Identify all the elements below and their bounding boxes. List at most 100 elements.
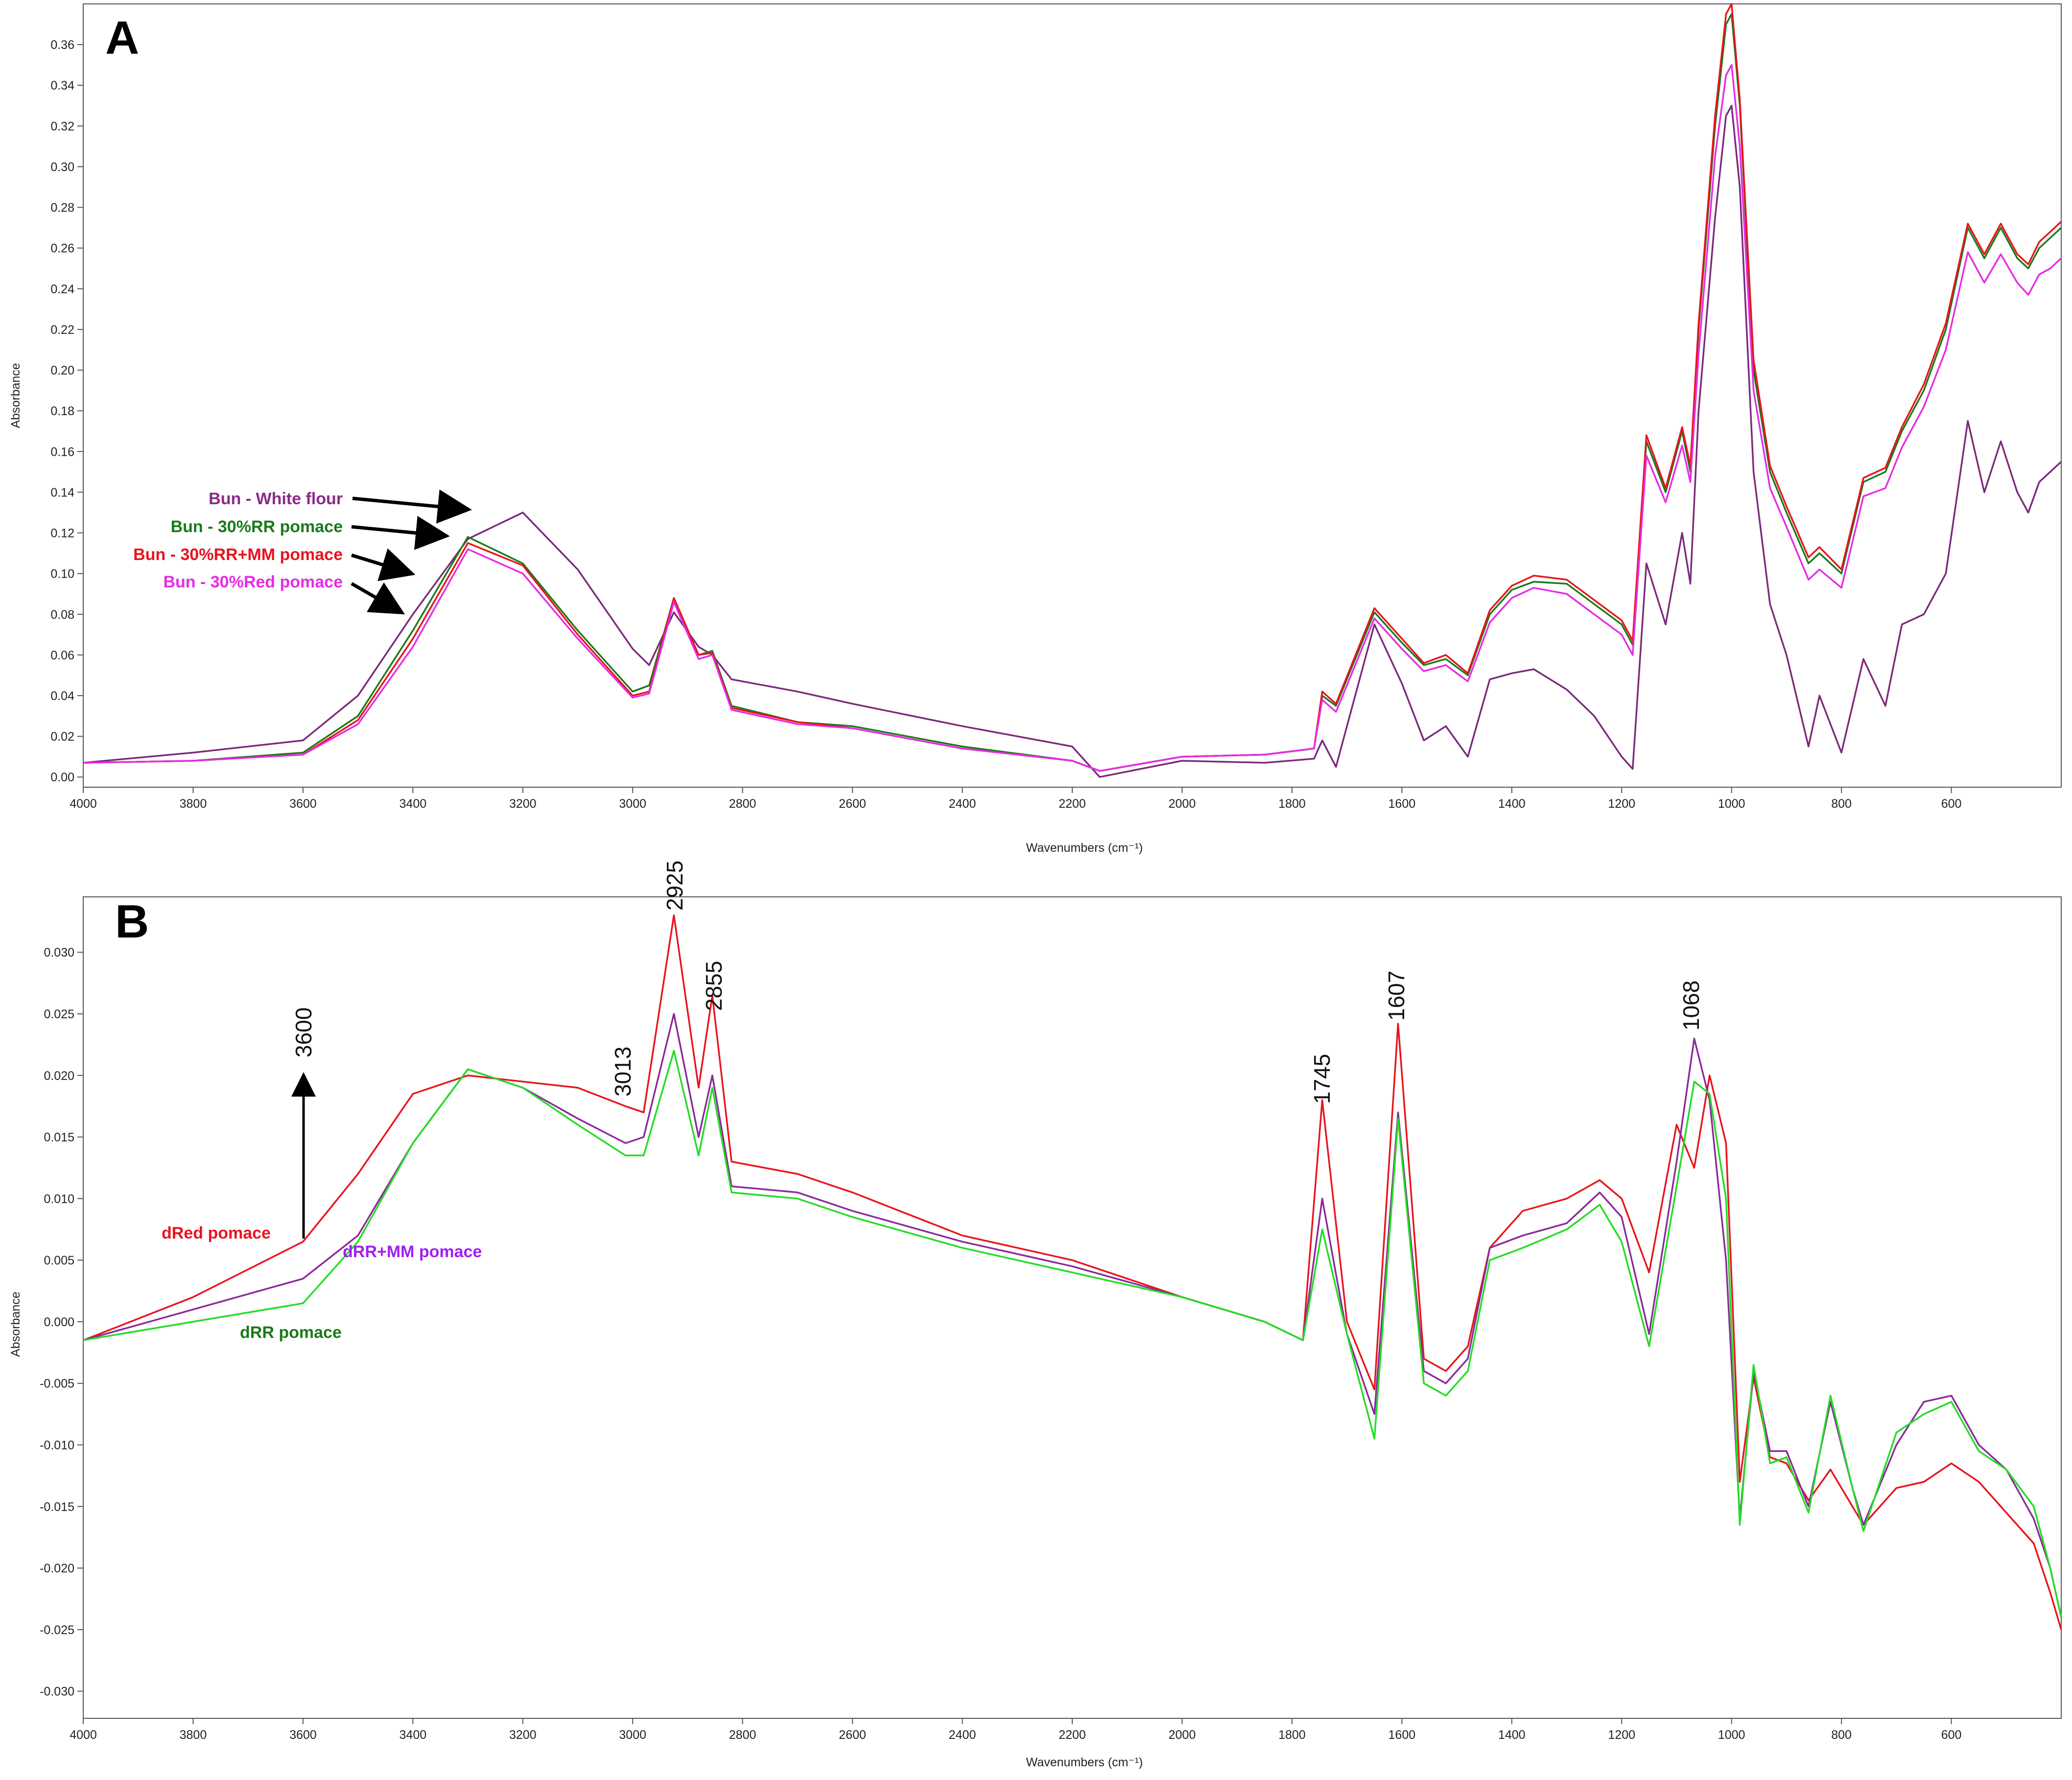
- x-tick-label: 3800: [180, 797, 207, 811]
- panel-a-y-axis-title: Absorbance: [9, 363, 23, 428]
- label-rr-pomace: Bun - 30%RR pomace: [171, 517, 343, 536]
- panel-a-x-axis-title: Wavenumbers (cm⁻¹): [1026, 841, 1143, 855]
- x-tick-label: 1600: [1389, 1728, 1416, 1742]
- x-tick-label: 2200: [1059, 1728, 1086, 1742]
- y-tick-label: 0.025: [44, 1007, 74, 1021]
- y-tick-label: 0.20: [50, 364, 74, 377]
- panel-a-y-ticks: 0.00 0.02 0.04 0.06 0.08 0.10 0.12 0.14 0.16 0.18…: [50, 38, 83, 784]
- x-tick-label: 3400: [400, 1728, 427, 1742]
- x-tick-label: 2200: [1059, 797, 1086, 811]
- peak-label-3013: 3013: [610, 1047, 636, 1097]
- x-tick-label: 800: [1831, 1728, 1852, 1742]
- panel-b: 4000 3800 3600 3400 3200 3000 2800 2600 2400 2200…: [9, 861, 2062, 1769]
- y-tick-label: 0.12: [50, 527, 74, 540]
- x-tick-label: 3400: [400, 797, 427, 811]
- y-tick-label: -0.010: [40, 1439, 74, 1452]
- x-tick-label: 2000: [1169, 1728, 1196, 1742]
- x-tick-label: 2800: [729, 1728, 756, 1742]
- arrow-rr-pomace: [351, 515, 450, 550]
- y-tick-label: 0.26: [50, 242, 74, 256]
- x-tick-label: 1400: [1498, 1728, 1526, 1742]
- series-line-dred-pomace: [83, 914, 2062, 1630]
- y-tick-label: 0.28: [50, 201, 74, 215]
- x-tick-label: 3200: [509, 1728, 537, 1742]
- label-drrmm-pomace: dRR+MM pomace: [343, 1242, 482, 1261]
- label-red-pomace: Bun - 30%Red pomace: [163, 573, 343, 591]
- panel-a-plot-frame: [83, 3, 2062, 788]
- y-tick-label: 0.16: [50, 445, 74, 459]
- x-tick-label: 4000: [70, 1728, 97, 1742]
- x-tick-label: 2400: [949, 1728, 976, 1742]
- y-tick-label: -0.015: [40, 1500, 74, 1514]
- y-tick-label: 0.14: [50, 486, 74, 499]
- arrow-white-flour: [352, 489, 472, 524]
- panel-a-series: [83, 3, 2062, 778]
- x-tick-label: 3200: [509, 797, 537, 811]
- arrow-red-pomace: [351, 582, 405, 614]
- y-tick-label: 0.22: [50, 323, 74, 337]
- x-tick-label: 2600: [839, 1728, 866, 1742]
- label-rrmm-pomace: Bun - 30%RR+MM pomace: [133, 545, 343, 564]
- series-line-bun-30-red-pomace: [83, 64, 2062, 772]
- panel-b-y-ticks: -0.030 -0.025 -0.020 -0.015 -0.010 -0.005 0.00…: [40, 946, 83, 1699]
- y-tick-label: 0.06: [50, 649, 74, 662]
- series-line-drr-pomace: [83, 1050, 2062, 1618]
- y-tick-label: 0.010: [44, 1192, 74, 1206]
- arrow-rrmm-pomace: [351, 548, 416, 581]
- y-tick-label: 0.000: [44, 1315, 74, 1329]
- x-tick-label: 1000: [1718, 797, 1745, 811]
- y-tick-label: 0.04: [50, 689, 74, 703]
- x-tick-label: 4000: [70, 797, 97, 811]
- y-tick-label: 0.02: [50, 730, 74, 744]
- y-tick-label: -0.005: [40, 1377, 74, 1391]
- y-tick-label: 0.30: [50, 160, 74, 174]
- panel-a: 4000 3800 3600 3400 3200 3000 2800 2600 2400 2200…: [9, 3, 2062, 855]
- peak-label-3600: 3600: [291, 1007, 316, 1057]
- y-tick-label: 0.00: [50, 771, 74, 784]
- panel-b-x-ticks: 4000 3800 3600 3400 3200 3000 2800 2600 2400 2200…: [70, 1718, 1961, 1742]
- y-tick-label: 0.18: [50, 404, 74, 418]
- x-tick-label: 3800: [180, 1728, 207, 1742]
- y-tick-label: 0.10: [50, 567, 74, 581]
- x-tick-label: 1800: [1278, 797, 1306, 811]
- x-tick-label: 600: [1941, 1728, 1962, 1742]
- y-tick-label: 0.015: [44, 1131, 74, 1145]
- series-line-bun-30-rr-mm-pomace: [83, 3, 2062, 772]
- panel-a-x-ticks: 4000 3800 3600 3400 3200 3000 2800 2600 2400 2200…: [70, 787, 1961, 811]
- panel-b-x-axis-title: Wavenumbers (cm⁻¹): [1026, 1756, 1143, 1769]
- y-tick-label: -0.025: [40, 1623, 74, 1637]
- panel-a-letter: A: [105, 12, 139, 64]
- label-white-flour: Bun - White flour: [209, 490, 343, 508]
- x-tick-label: 2400: [949, 797, 976, 811]
- x-tick-label: 1800: [1278, 1728, 1306, 1742]
- x-tick-label: 3000: [619, 797, 646, 811]
- x-tick-label: 1600: [1389, 797, 1416, 811]
- x-tick-label: 2800: [729, 797, 756, 811]
- peak-label-1745: 1745: [1309, 1054, 1335, 1104]
- label-dred-pomace: dRed pomace: [162, 1224, 271, 1242]
- x-tick-label: 3600: [289, 797, 317, 811]
- y-tick-label: 0.030: [44, 946, 74, 960]
- peak-label-1068: 1068: [1678, 981, 1704, 1031]
- panel-b-plot-frame: [83, 896, 2062, 1719]
- y-tick-label: 0.020: [44, 1069, 74, 1083]
- peak-label-2925: 2925: [662, 861, 687, 911]
- y-tick-label: 0.24: [50, 282, 74, 296]
- y-tick-label: -0.020: [40, 1562, 74, 1575]
- x-tick-label: 800: [1831, 797, 1852, 811]
- x-tick-label: 2000: [1169, 797, 1196, 811]
- x-tick-label: 600: [1941, 797, 1962, 811]
- panel-b-y-axis-title: Absorbance: [9, 1291, 23, 1357]
- x-tick-label: 1200: [1608, 1728, 1635, 1742]
- x-tick-label: 3000: [619, 1728, 646, 1742]
- panel-b-letter: B: [115, 895, 149, 948]
- y-tick-label: 0.34: [50, 79, 74, 93]
- panel-b-series: [83, 914, 2062, 1630]
- x-tick-label: 1400: [1498, 797, 1526, 811]
- peak-label-1607: 1607: [1384, 971, 1409, 1021]
- x-tick-label: 1200: [1608, 797, 1635, 811]
- x-tick-label: 3600: [289, 1728, 317, 1742]
- y-tick-label: 0.32: [50, 119, 74, 133]
- peak-label-2855: 2855: [701, 961, 727, 1011]
